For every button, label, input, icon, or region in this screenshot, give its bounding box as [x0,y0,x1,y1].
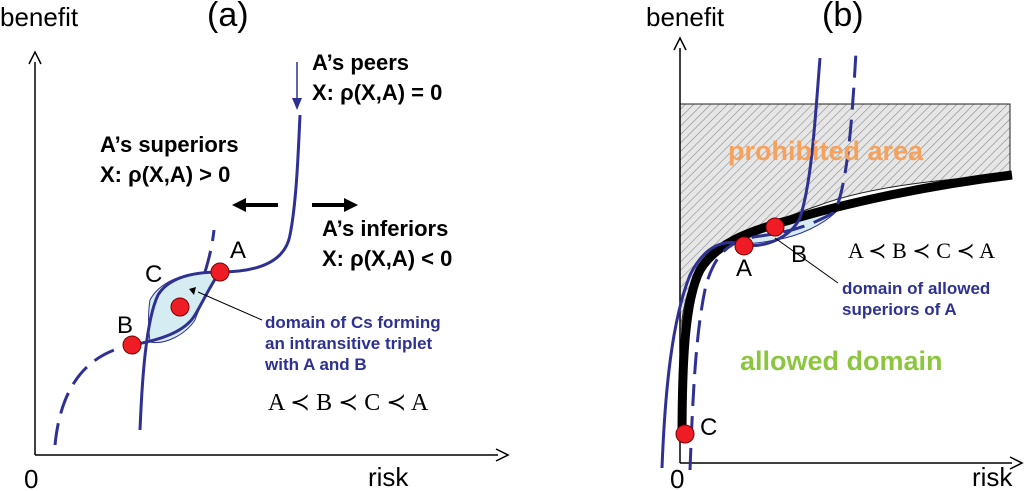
panel-a-point-b [122,335,142,355]
panel-a-superiors-arrow-icon [232,198,246,212]
panel-b-note-pointer [774,237,839,284]
panel-b-relation: A ≺ B ≺ C ≺ A [848,238,995,263]
panel-a-y-axis-label: benefit [0,2,79,32]
panel-b-point-c [675,424,695,444]
panel-a-note-pointer [197,291,263,321]
panel-a-point-a [210,262,230,282]
panel-a-domain-note-line2: an intransitive triplet [265,334,433,353]
panel-a-peers-formula: X: ρ(X,A) = 0 [312,80,442,105]
panel-a-point-b-label: B [117,312,133,339]
panel-b-x-axis-arrow-icon [1009,456,1024,470]
panel-a-x-axis-arrow-icon [495,448,510,462]
panel-a-inferiors-arrow-icon [344,198,358,212]
panel-a-y-axis-arrow-icon [28,50,42,65]
panel-b-allowed-label: allowed domain [740,346,943,376]
panel-b-point-b [765,217,785,237]
panel-a: benefit risk 0 (a) A B C A’s peers X: [0,0,510,491]
panel-a-superiors-title: A’s superiors [100,132,239,157]
panel-b-y-axis-label: benefit [646,2,725,32]
panel-b-point-a-label: A [736,255,752,282]
panel-a-origin-label: 0 [24,464,38,491]
panel-b-origin-label: 0 [670,464,684,491]
panel-b-domain-note-line1: domain of allowed [842,279,990,298]
panel-a-peers-arrow-icon [292,98,302,110]
panel-a-curve-b [53,229,216,446]
panel-a-inferiors-title: A’s inferiors [322,216,448,241]
panel-a-peers-title: A’s peers [312,50,409,75]
panel-a-x-axis-label: risk [368,462,409,491]
panel-a-point-c [170,297,190,317]
panel-b-point-b-label: B [791,241,807,268]
panel-a-inferiors-formula: X: ρ(X,A) < 0 [322,246,452,271]
panel-b-label: (b) [822,0,864,34]
panel-b-boundary-curve [677,170,1013,441]
panel-b-curve-b [688,51,858,471]
panel-a-curve-a-lower [131,271,222,347]
panel-b-y-axis-arrow-icon [673,36,687,51]
panel-a-domain-note-line1: domain of Cs forming [265,313,441,332]
panel-b-domain-note-line2: superiors of A [842,300,957,319]
panel-b: benefit risk 0 (b) A B C prohibited area… [646,0,1024,491]
panel-b-point-c-label: C [700,414,717,441]
panel-a-superiors-formula: X: ρ(X,A) > 0 [100,162,230,187]
panel-b-point-a [734,236,754,256]
panel-a-point-a-label: A [230,237,246,264]
panel-a-relation: A ≺ B ≺ C ≺ A [268,390,429,416]
panel-a-note-pointer-icon [189,287,196,295]
panel-a-label: (a) [207,0,249,34]
panel-b-x-axis-label: risk [972,462,1013,491]
panel-b-prohibited-label: prohibited area [728,136,924,166]
panel-a-domain-note-line3: with A and B [264,355,367,374]
panel-a-point-c-label: C [145,261,162,288]
